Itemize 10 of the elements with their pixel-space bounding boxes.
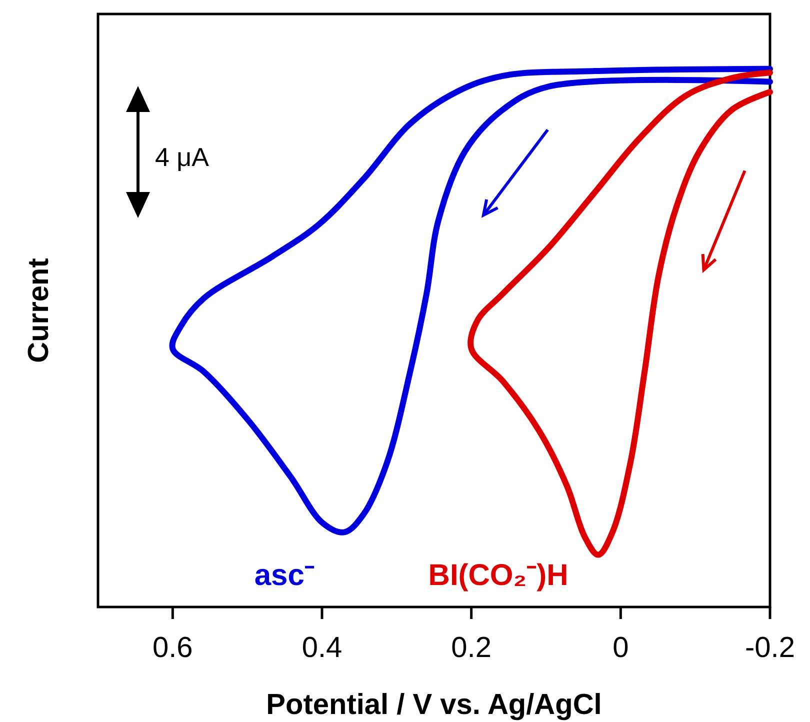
x-tick-label: 0.4 [302,632,342,664]
annotation: 4 μA [155,142,210,172]
series-label: asc⁻ [254,559,314,592]
series-label: BI(CO₂⁻)H [428,559,568,592]
y-axis-title: Current [23,258,55,363]
x-tick-label: 0.6 [152,632,193,664]
x-tick-label: 0 [612,632,629,664]
x-axis-title: Potential / V vs. Ag/AgCl [266,689,602,721]
x-tick-label: -0.2 [745,632,795,664]
x-tick-label: 0.2 [451,632,492,664]
